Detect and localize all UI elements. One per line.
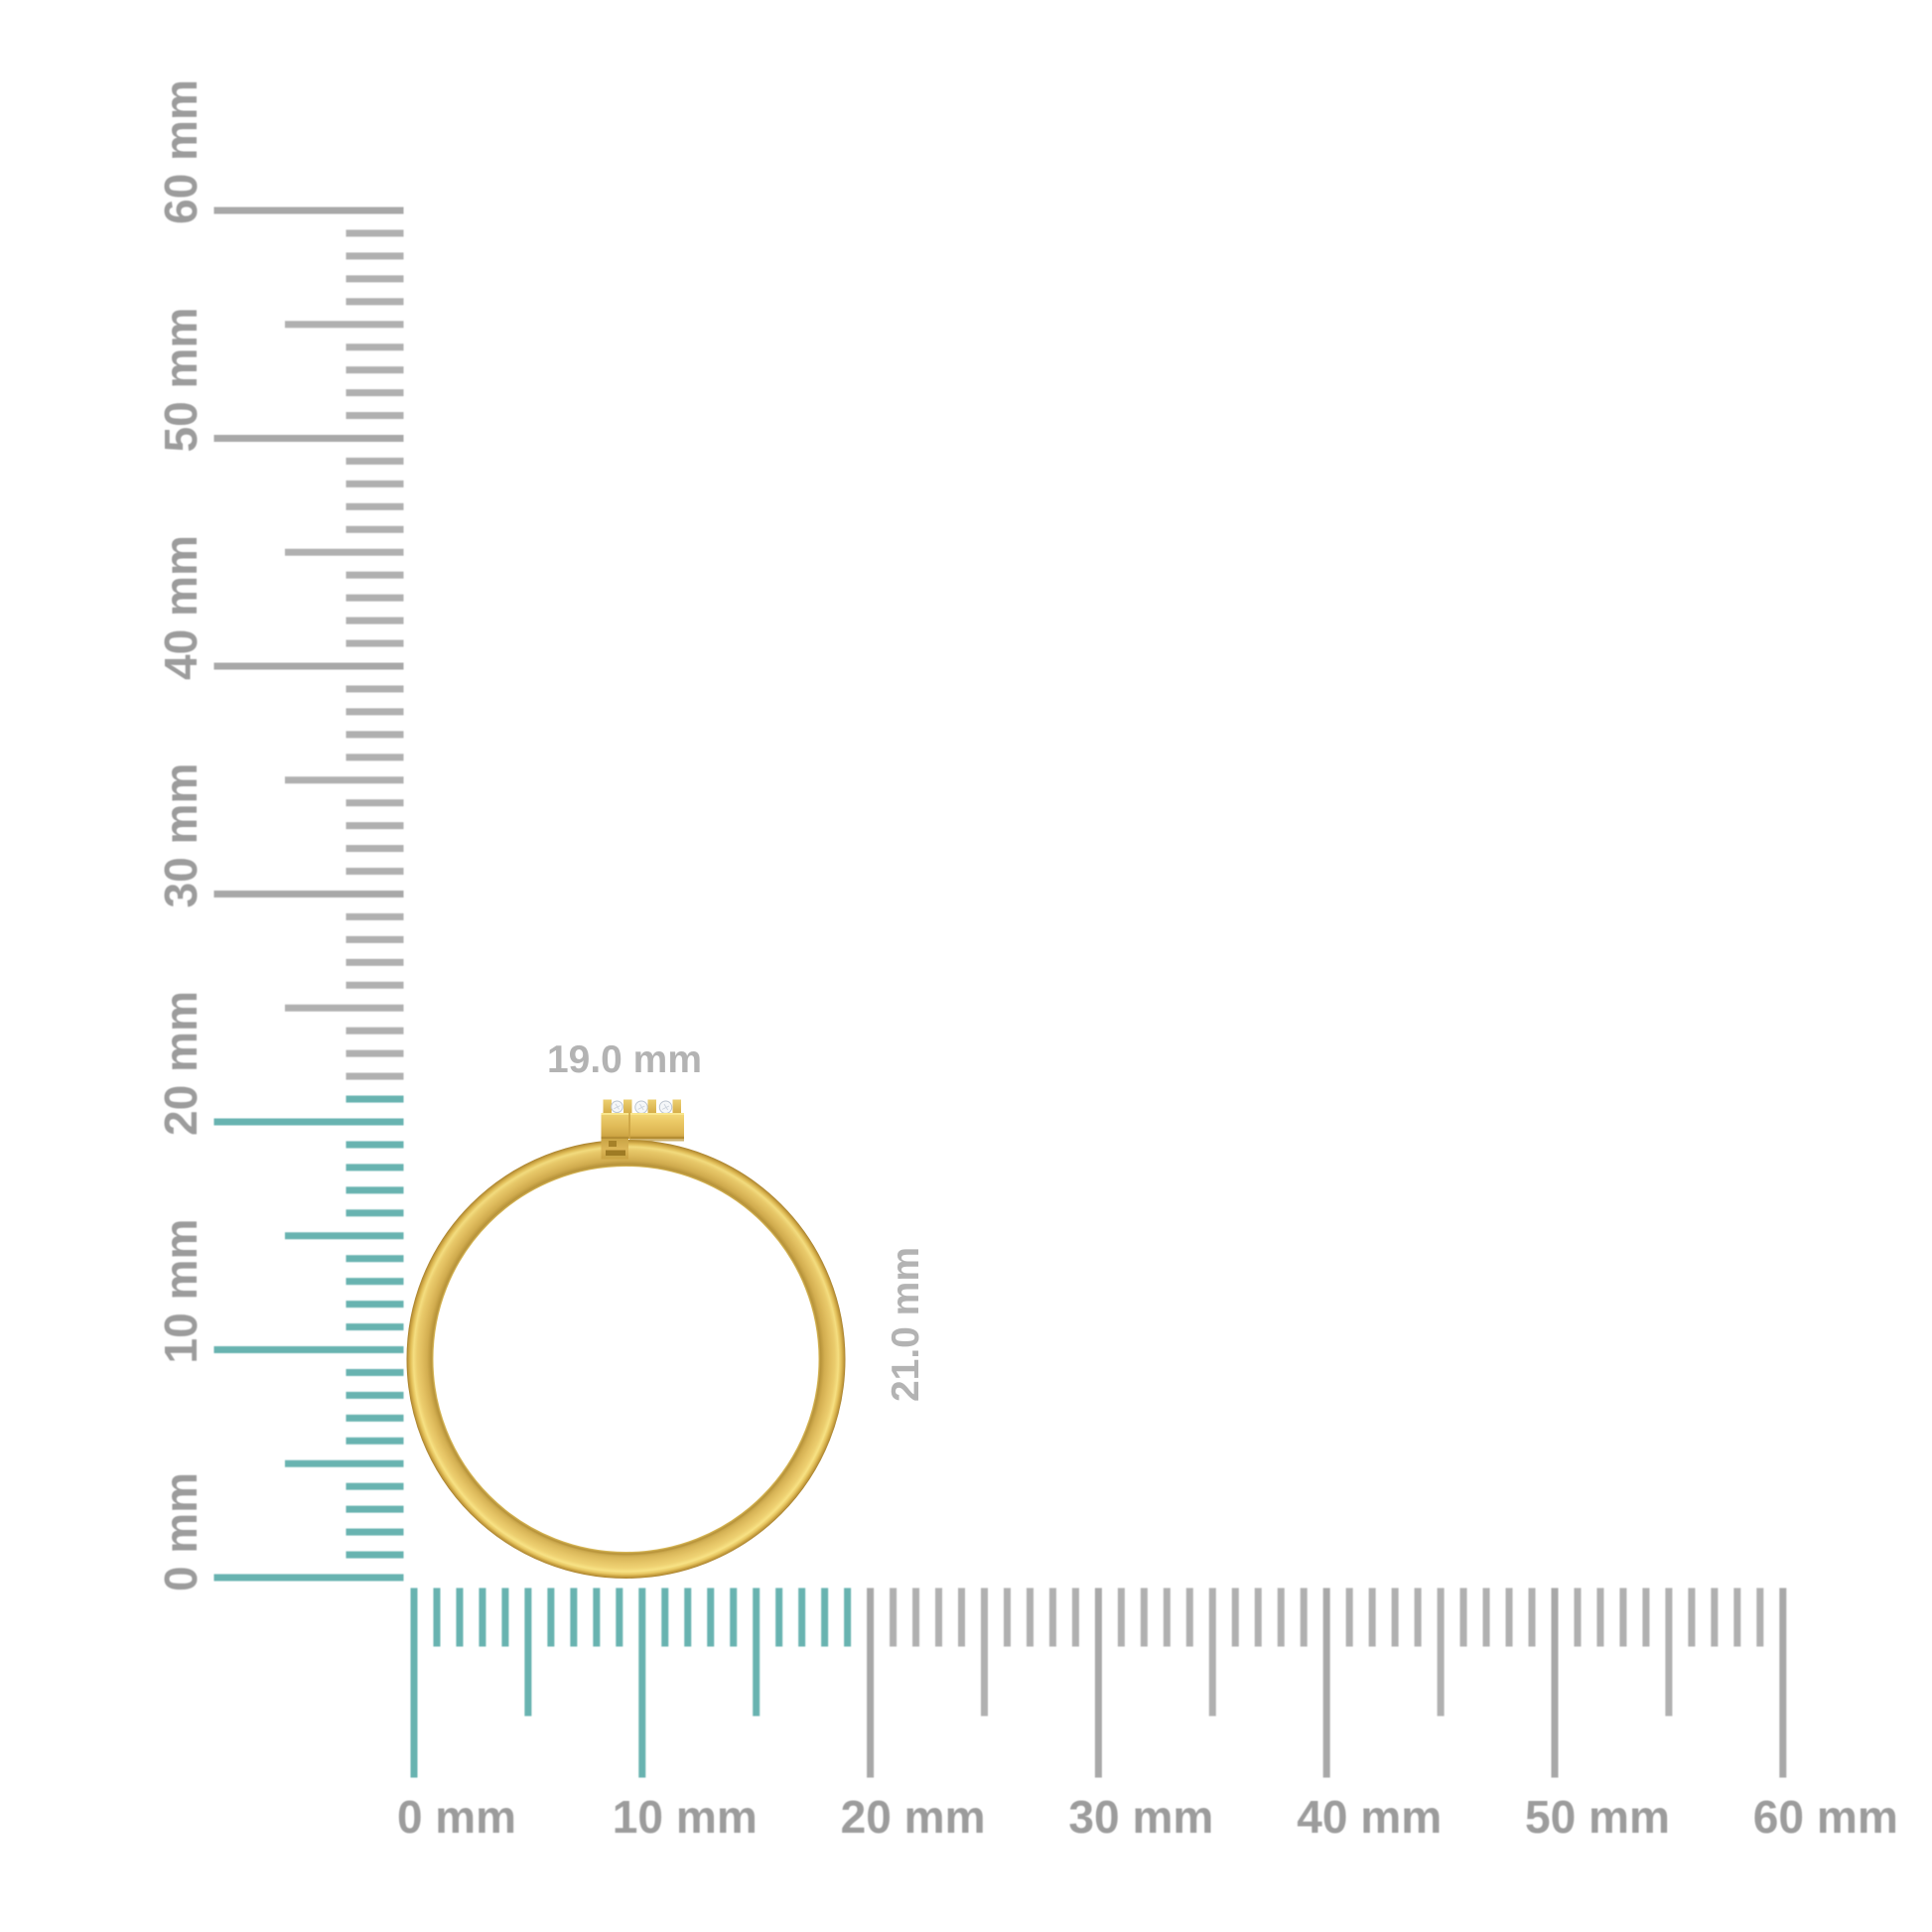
svg-text:40 mm: 40 mm — [155, 535, 207, 680]
svg-text:30 mm: 30 mm — [1068, 1791, 1213, 1843]
svg-text:50 mm: 50 mm — [1525, 1791, 1670, 1843]
svg-text:20 mm: 20 mm — [841, 1791, 986, 1843]
svg-text:20 mm: 20 mm — [155, 991, 207, 1136]
svg-text:30 mm: 30 mm — [155, 763, 207, 908]
svg-text:40 mm: 40 mm — [1297, 1791, 1442, 1843]
svg-text:10 mm: 10 mm — [155, 1219, 207, 1364]
svg-text:0 mm: 0 mm — [155, 1472, 207, 1591]
svg-text:19.0 mm: 19.0 mm — [547, 1038, 702, 1081]
svg-text:60 mm: 60 mm — [1753, 1791, 1898, 1843]
svg-text:50 mm: 50 mm — [155, 308, 207, 453]
svg-text:0 mm: 0 mm — [397, 1791, 516, 1843]
svg-text:10 mm: 10 mm — [613, 1791, 758, 1843]
svg-text:60 mm: 60 mm — [155, 79, 207, 224]
svg-text:21.0 mm: 21.0 mm — [885, 1247, 927, 1402]
